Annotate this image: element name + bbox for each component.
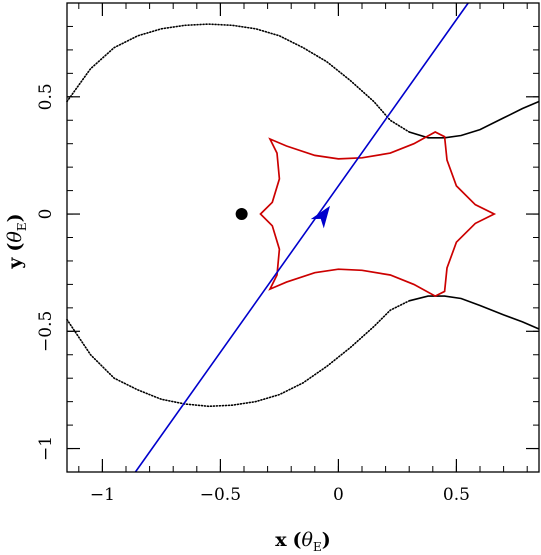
x-tick-label: 0 [333, 485, 344, 505]
critical-curve-lower-solid [409, 295, 540, 330]
critical-curve-lower-dotted [66, 300, 410, 408]
curves-layer [66, 2, 540, 473]
x-tick-label: −1 [90, 485, 115, 505]
tick-labels-layer: −1 −0.5 0 0.5 −1 −0.5 0 0.5 [36, 83, 470, 505]
critical-curve-upper-dotted [66, 23, 410, 133]
y-axis-label: y(θE) [4, 213, 29, 269]
caustic-curve [259, 131, 497, 298]
trajectory-arrow [310, 205, 330, 229]
x-tick-label: −0.5 [200, 485, 241, 505]
y-tick-label: 0.5 [36, 83, 56, 110]
y-tick-label: −0.5 [36, 311, 56, 352]
trajectory-line [134, 2, 469, 473]
critical-curve-upper-solid [408, 100, 540, 139]
x-tick-label: 0.5 [443, 485, 470, 505]
x-axis-label: x (θE) [275, 529, 331, 554]
ticks-layer [67, 2, 539, 473]
y-tick-label: 0 [36, 209, 56, 220]
lens-point [235, 208, 248, 221]
plot-frame [66, 2, 540, 473]
y-tick-label: −1 [36, 436, 56, 461]
